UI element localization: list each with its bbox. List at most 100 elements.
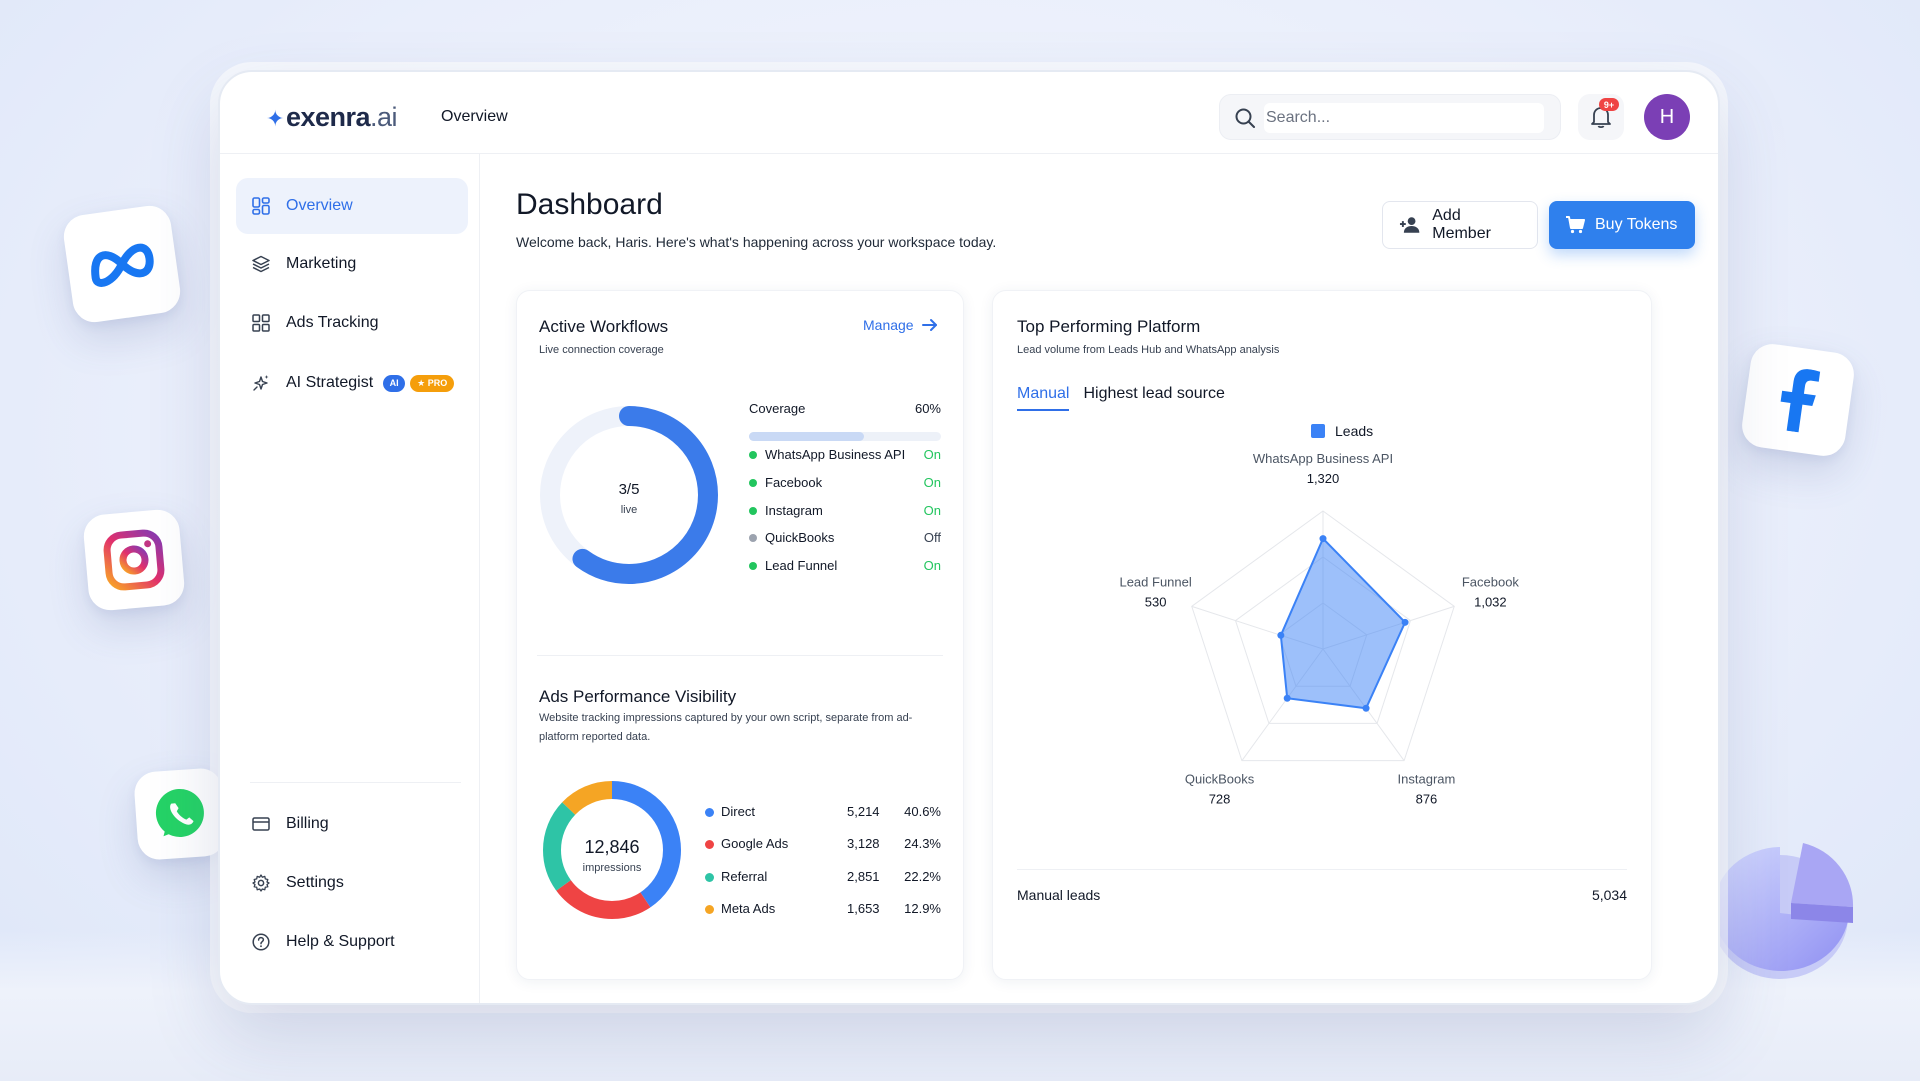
instagram-icon	[103, 529, 165, 591]
live-count: 3/5	[619, 481, 640, 498]
radar-point[interactable]	[1362, 704, 1370, 712]
workflow-status: On	[923, 475, 941, 490]
arrow-right-icon	[921, 319, 937, 331]
radar-point[interactable]	[1283, 694, 1291, 702]
workflow-status: Off	[923, 530, 941, 545]
ads-source: Meta Ads	[721, 901, 776, 916]
chart-legend[interactable]: Leads	[1311, 423, 1373, 439]
coverage-bar	[749, 432, 941, 441]
radar-series-area	[1279, 536, 1407, 710]
card-icon	[252, 814, 272, 834]
sidebar-item-label: Ads Tracking	[286, 314, 379, 331]
platform-tabs: Manual Highest lead source	[1017, 385, 1225, 411]
legend-swatch	[1311, 424, 1325, 438]
workflow-status: On	[923, 503, 941, 518]
legend-dot	[705, 840, 714, 849]
add-user-icon	[1399, 217, 1420, 233]
search-input[interactable]	[1264, 103, 1544, 133]
donut-segment-google-ads[interactable]	[543, 781, 681, 919]
sidebar-item-ads-tracking[interactable]: Ads Tracking	[236, 295, 468, 351]
logo-tld: .ai	[370, 102, 398, 132]
main-content: Dashboard Welcome back, Haris. Here's wh…	[480, 154, 1718, 1003]
sidebar-item-ai-strategist[interactable]: AI Strategist AI ★ PRO	[236, 355, 468, 411]
sidebar-item-label: Help & Support	[286, 933, 395, 950]
ads-value: 1,653	[847, 901, 880, 916]
add-member-button[interactable]: Add Member	[1382, 201, 1538, 249]
radar-chart: WhatsApp Business API 1,320 Facebook 1,032 I…	[1119, 451, 1519, 806]
coverage-label: Coverage	[749, 401, 806, 416]
sparkle-icon	[252, 373, 272, 393]
workflow-name: Instagram	[765, 503, 823, 518]
page-title: Dashboard	[516, 188, 663, 221]
workflow-row[interactable]: Instagram On	[749, 501, 941, 521]
notification-badge: 9+	[1599, 98, 1619, 111]
radar-point[interactable]	[1319, 535, 1327, 543]
radar-point[interactable]	[1401, 618, 1409, 626]
status-dot	[749, 562, 757, 570]
meta-icon	[91, 243, 154, 287]
sidebar-item-help[interactable]: Help & Support	[236, 914, 468, 970]
grid-icon	[252, 196, 272, 216]
sidebar-divider	[250, 782, 461, 783]
pie-chart-decoration	[1712, 843, 1854, 979]
radar-value-label: 1,032	[1474, 595, 1507, 610]
logo[interactable]: ✦exenra.ai	[266, 102, 398, 133]
card-divider	[537, 655, 943, 656]
workflows-subtitle: Live connection coverage	[539, 344, 664, 356]
ads-source: Direct	[721, 804, 755, 819]
radar-category-label: Lead Funnel	[1119, 575, 1191, 590]
tab-manual[interactable]: Manual	[1017, 385, 1070, 411]
ads-row[interactable]: Meta Ads 1,653 12.9%	[705, 899, 941, 919]
sidebar-item-settings[interactable]: Settings	[236, 855, 468, 911]
radar-point[interactable]	[1277, 631, 1285, 639]
layers-icon	[252, 254, 272, 274]
ads-subtitle-line2: platform reported data.	[539, 731, 651, 743]
radar-value-label: 876	[1416, 791, 1438, 806]
ads-percent: 12.9%	[904, 901, 941, 916]
notifications-button[interactable]: 9+	[1578, 94, 1624, 140]
facebook-tile	[1739, 341, 1857, 459]
facebook-icon	[1780, 369, 1821, 433]
ads-row[interactable]: Direct 5,214 40.6%	[705, 802, 941, 822]
workflow-name: QuickBooks	[765, 530, 835, 545]
search-box[interactable]	[1219, 94, 1561, 140]
sidebar-item-marketing[interactable]: Marketing	[236, 236, 468, 292]
whatsapp-icon	[155, 789, 204, 838]
legend-dot	[705, 905, 714, 914]
app-window: ✦exenra.ai Overview 9+ H Overview Market…	[218, 70, 1720, 1005]
workflow-row[interactable]: Lead Funnel On	[749, 556, 941, 576]
sidebar-item-billing[interactable]: Billing	[236, 796, 468, 852]
manage-link[interactable]: Manage	[863, 317, 938, 333]
workflows-card: Active Workflows Live connection coverag…	[516, 290, 964, 980]
ads-value: 3,128	[847, 836, 880, 851]
workflow-row[interactable]: WhatsApp Business API On	[749, 445, 941, 465]
impressions-label: impressions	[583, 862, 642, 874]
buy-tokens-label: Buy Tokens	[1595, 216, 1678, 233]
radar-grid-ring	[1191, 510, 1455, 762]
help-icon	[252, 932, 272, 952]
gear-icon	[252, 873, 272, 893]
legend-dot	[705, 808, 714, 817]
search-icon	[1235, 108, 1255, 128]
radar-category-label: Instagram	[1398, 771, 1456, 786]
ads-source: Google Ads	[721, 836, 789, 851]
ads-row[interactable]: Google Ads 3,128 24.3%	[705, 834, 941, 854]
coverage-bar-fill	[749, 432, 865, 441]
radar-value-label: 1,320	[1307, 471, 1340, 486]
add-member-label: Add Member	[1432, 207, 1491, 242]
tab-highest-lead-source[interactable]: Highest lead source	[1083, 385, 1225, 402]
sidebar-item-label: Marketing	[286, 255, 357, 272]
workflow-row[interactable]: Facebook On	[749, 473, 941, 493]
status-dot	[749, 451, 757, 459]
ads-row[interactable]: Referral 2,851 22.2%	[705, 867, 941, 887]
manage-label: Manage	[863, 317, 914, 333]
donut-segment-referral[interactable]	[543, 781, 681, 919]
sidebar-item-label: Billing	[286, 815, 329, 832]
donut-segment-meta-ads[interactable]	[543, 781, 681, 919]
sidebar-item-overview[interactable]: Overview	[236, 178, 468, 234]
buy-tokens-button[interactable]: Buy Tokens	[1549, 201, 1695, 249]
platform-card: Top Performing Platform Lead volume from…	[992, 290, 1652, 980]
workflow-name: Lead Funnel	[765, 558, 838, 573]
avatar[interactable]: H	[1644, 94, 1690, 140]
workflow-row[interactable]: QuickBooks Off	[749, 528, 941, 548]
